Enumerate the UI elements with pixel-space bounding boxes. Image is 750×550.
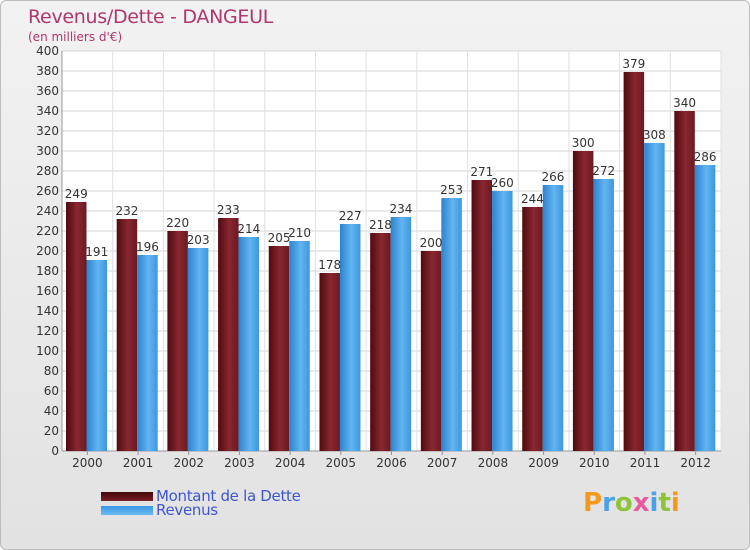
data-label-debt: 249 xyxy=(65,187,88,201)
y-tick-label: 260 xyxy=(36,184,59,198)
y-tick-label: 100 xyxy=(36,344,59,358)
data-label-debt: 340 xyxy=(673,96,696,110)
legend-swatch-revenue xyxy=(101,506,153,515)
y-tick-label: 200 xyxy=(36,244,59,258)
legend-label-debt: Montant de la Dette xyxy=(156,487,301,505)
bar-revenue xyxy=(644,143,665,451)
bar-debt xyxy=(66,202,87,451)
data-label-debt: 232 xyxy=(115,204,138,218)
y-tick-label: 80 xyxy=(44,364,59,378)
y-tick-label: 300 xyxy=(36,144,59,158)
y-tick-label: 220 xyxy=(36,224,59,238)
y-tick-label: 400 xyxy=(36,44,59,58)
chart-title: Revenus/Dette - DANGEUL xyxy=(28,6,274,28)
bar-revenue xyxy=(492,191,513,451)
data-label-debt: 300 xyxy=(572,136,595,150)
y-tick-label: 180 xyxy=(36,264,59,278)
data-label-debt: 271 xyxy=(470,165,493,179)
bar-debt xyxy=(471,180,493,451)
bar-debt xyxy=(167,231,188,451)
data-label-debt: 218 xyxy=(369,218,392,232)
y-tick-label: 360 xyxy=(36,84,59,98)
y-tick-label: 240 xyxy=(36,204,59,218)
bar-debt xyxy=(674,111,695,451)
bar-revenue xyxy=(441,198,462,451)
data-label-debt: 379 xyxy=(622,57,645,71)
bar-revenue xyxy=(339,224,361,451)
x-tick-label: 2009 xyxy=(528,456,559,470)
y-tick-label: 40 xyxy=(44,404,59,418)
data-label-debt: 244 xyxy=(521,192,544,206)
data-label-revenue: 308 xyxy=(643,128,666,142)
y-tick-label: 60 xyxy=(44,384,59,398)
x-tick-label: 2012 xyxy=(680,456,711,470)
bar-debt xyxy=(268,246,290,451)
data-label-revenue: 196 xyxy=(136,240,159,254)
bar-revenue xyxy=(137,255,158,451)
bar-revenue xyxy=(289,241,310,451)
x-tick-label: 2003 xyxy=(224,456,255,470)
data-label-revenue: 260 xyxy=(491,176,514,190)
bars xyxy=(66,72,716,451)
x-tick-label: 2008 xyxy=(478,456,509,470)
legend-swatch-debt xyxy=(101,492,153,501)
proxiti-logo: Proxiti xyxy=(583,488,680,518)
x-tick-label: 2000 xyxy=(72,456,103,470)
data-label-debt: 200 xyxy=(420,236,443,250)
bar-debt xyxy=(420,251,442,451)
x-tick-label: 2010 xyxy=(579,456,610,470)
data-label-revenue: 266 xyxy=(542,170,565,184)
legend-label-revenue: Revenus xyxy=(156,501,218,519)
y-tick-label: 20 xyxy=(44,424,59,438)
bar-revenue xyxy=(86,260,107,451)
y-tick-label: 280 xyxy=(36,164,59,178)
bar-revenue xyxy=(390,217,412,451)
data-label-revenue: 227 xyxy=(339,209,362,223)
data-label-revenue: 253 xyxy=(440,183,463,197)
data-label-revenue: 214 xyxy=(237,222,260,236)
data-label-debt: 178 xyxy=(318,258,341,272)
y-tick-label: 120 xyxy=(36,324,59,338)
bar-revenue xyxy=(694,165,716,451)
data-label-debt: 220 xyxy=(166,216,189,230)
x-tick-label: 2001 xyxy=(123,456,154,470)
data-label-debt: 205 xyxy=(268,231,291,245)
data-label-debt: 233 xyxy=(217,203,240,217)
bar-revenue xyxy=(593,179,614,451)
data-label-revenue: 286 xyxy=(694,150,717,164)
data-label-revenue: 272 xyxy=(592,164,615,178)
y-tick-label: 380 xyxy=(36,64,59,78)
x-tick-label: 2005 xyxy=(326,456,357,470)
bar-revenue xyxy=(542,185,564,451)
y-tick-label: 340 xyxy=(36,104,59,118)
data-label-revenue: 210 xyxy=(288,226,311,240)
y-tick-label: 0 xyxy=(51,444,59,458)
bar-debt xyxy=(572,151,594,451)
x-tick-label: 2011 xyxy=(630,456,661,470)
y-tick-label: 140 xyxy=(36,304,59,318)
y-tick-label: 160 xyxy=(36,284,59,298)
bar-debt xyxy=(319,273,340,451)
x-tick-label: 2007 xyxy=(427,456,458,470)
bar-revenue xyxy=(238,237,260,451)
x-tick-label: 2006 xyxy=(376,456,407,470)
bar-debt xyxy=(522,207,543,451)
data-label-revenue: 191 xyxy=(85,245,108,259)
data-label-revenue: 234 xyxy=(389,202,412,216)
data-label-revenue: 203 xyxy=(187,233,210,247)
bar-revenue xyxy=(187,248,209,451)
bar-debt xyxy=(370,233,391,451)
bar-debt xyxy=(623,72,645,451)
chart-subtitle: (en milliers d'€) xyxy=(28,30,123,44)
y-tick-label: 320 xyxy=(36,124,59,138)
bar-debt xyxy=(116,219,138,451)
bar-debt xyxy=(218,218,239,451)
x-tick-label: 2002 xyxy=(173,456,204,470)
x-tick-label: 2004 xyxy=(275,456,306,470)
